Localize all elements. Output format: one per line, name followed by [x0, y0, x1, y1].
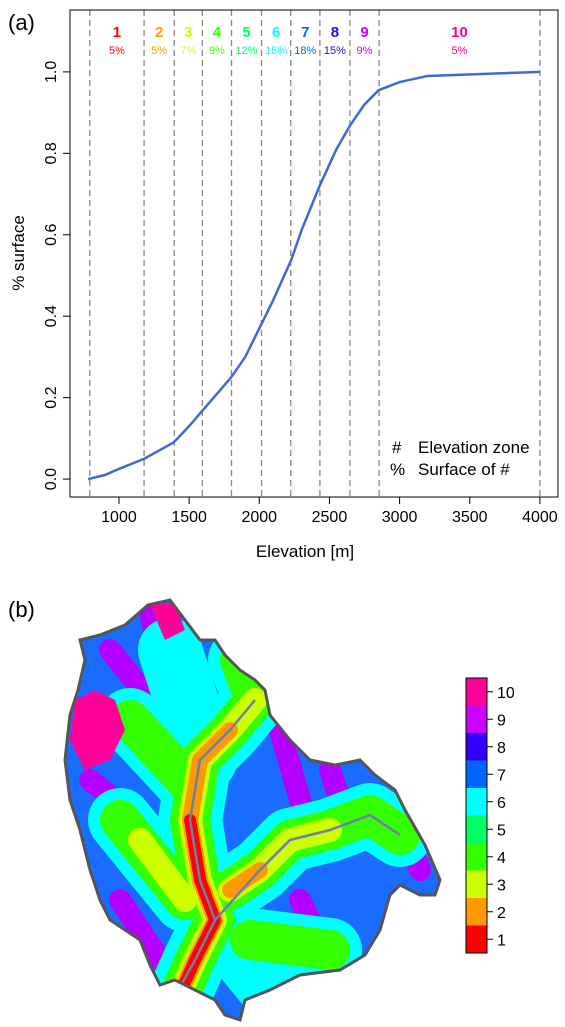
x-tick-label: 4000 — [522, 509, 558, 526]
zone-share: 9% — [357, 45, 373, 57]
zone-share: 9% — [209, 45, 225, 57]
zone-share: 18% — [294, 45, 316, 57]
zone-label: 2 — [155, 24, 163, 41]
elevation-map — [63, 598, 442, 1022]
colorbar-label: 6 — [497, 795, 506, 812]
colorbar-label: 3 — [497, 877, 506, 894]
colorbar-frame — [465, 677, 488, 954]
zone-share: 12% — [235, 45, 257, 57]
x-tick-label: 3000 — [382, 509, 418, 526]
x-tick-label: 3500 — [452, 509, 488, 526]
y-tick-label: 0.2 — [43, 386, 60, 408]
legend-text: Elevation zone — [418, 438, 530, 457]
zone-label: 6 — [272, 24, 280, 41]
x-tick-label: 1500 — [171, 509, 207, 526]
colorbar-band — [466, 843, 487, 871]
zone-label: 3 — [184, 24, 192, 41]
zone-label: 8 — [331, 24, 339, 41]
zone-share: 7% — [180, 45, 196, 57]
zone-label: 1 — [113, 24, 121, 41]
colorbar-band — [466, 705, 487, 733]
colorbar-label: 10 — [497, 685, 515, 702]
zone-share: 5% — [452, 45, 468, 57]
y-tick-label: 0.8 — [43, 142, 60, 164]
legend-symbol: # — [392, 438, 402, 457]
zone-label: 7 — [301, 24, 309, 41]
panel-label: (b) — [8, 597, 35, 622]
curve — [87, 70, 540, 481]
y-tick-label: 1.0 — [43, 61, 60, 83]
y-tick-label: 0.0 — [43, 468, 60, 490]
colorbar-label: 4 — [497, 850, 506, 867]
colorbar-band — [466, 760, 487, 788]
colorbar-label: 2 — [497, 905, 506, 922]
x-tick-label: 2500 — [312, 509, 348, 526]
y-axis-label: % surface — [9, 215, 28, 291]
panel-label: (a) — [8, 10, 35, 35]
colorbar-band — [466, 788, 487, 816]
colorbar-label: 7 — [497, 767, 506, 784]
colorbar-label: 5 — [497, 822, 506, 839]
zone-share: 5% — [109, 45, 125, 57]
x-tick-label: 1000 — [101, 509, 137, 526]
zone-label: 10 — [451, 24, 468, 41]
legend-text: Surface of # — [418, 460, 510, 479]
colorbar-band — [466, 815, 487, 843]
legend-symbol: % — [390, 460, 405, 479]
colorbar-band — [466, 678, 487, 706]
colorbar-band — [466, 733, 487, 761]
zone-share: 15% — [265, 45, 287, 57]
colorbar-label: 8 — [497, 740, 506, 757]
zone-label: 9 — [360, 24, 368, 41]
y-tick-label: 0.6 — [43, 224, 60, 246]
zone-label: 5 — [242, 24, 250, 41]
zone-share: 5% — [151, 45, 167, 57]
zone-share: 15% — [324, 45, 346, 57]
colorbar-label: 1 — [497, 932, 506, 949]
plot-frame — [69, 9, 559, 498]
x-axis-label: Elevation [m] — [256, 542, 354, 561]
zone-label: 4 — [213, 24, 222, 41]
colorbar-band — [466, 925, 487, 953]
colorbar-band — [466, 870, 487, 898]
colorbar-band — [466, 898, 487, 926]
x-tick-label: 2000 — [241, 509, 277, 526]
y-tick-label: 0.4 — [43, 305, 60, 327]
colorbar-label: 9 — [497, 712, 506, 729]
